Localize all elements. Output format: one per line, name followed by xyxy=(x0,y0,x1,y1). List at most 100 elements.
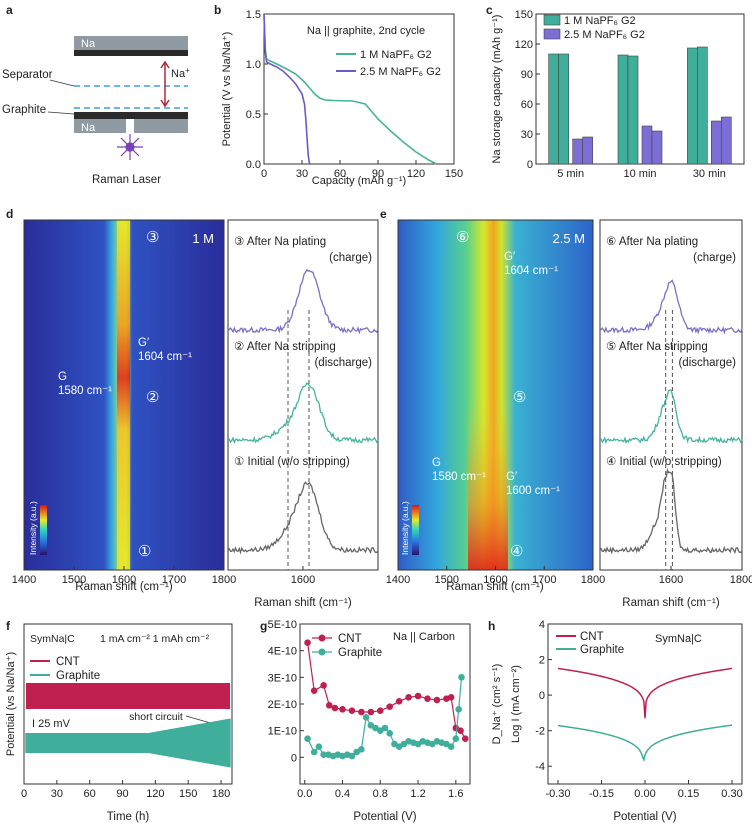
plot-h-series-1 xyxy=(557,667,733,719)
heatmap-d-xtick-label: 1400 xyxy=(12,574,36,586)
colorbar-d xyxy=(40,505,47,555)
plot-g-point xyxy=(310,748,318,756)
separator-leader xyxy=(49,79,75,87)
plot-g-point xyxy=(348,707,356,714)
plot-f-event: short circuit xyxy=(129,711,183,723)
plot-h-ytick-label: 2 xyxy=(539,655,545,667)
plot-f-series-cnt xyxy=(26,683,230,709)
spectra-e-spectrum-label: ⑥ After Na plating xyxy=(606,236,698,248)
heatmap-e-xtick-label: 1600 xyxy=(483,574,507,586)
plot-g-point xyxy=(348,752,356,760)
spectra-d-spectrum-2 xyxy=(227,382,379,445)
plot-c-bar xyxy=(627,55,639,165)
plot-c-bar xyxy=(641,125,653,165)
plot-b-legend-label: 1 M NaPF₆ G2 xyxy=(360,49,432,61)
plot-h-xtick-label: 0.00 xyxy=(634,788,655,800)
sodium-top-label: Na xyxy=(81,38,96,50)
plot-c-legend-swatch xyxy=(543,14,561,26)
sodium-top-layer xyxy=(74,36,188,50)
plot-h-annotation: SymNa|C xyxy=(655,633,702,645)
e-gp-pos: 1600 cm⁻¹ xyxy=(506,485,560,497)
plot-f-condition: 1 mA cm⁻² 1 mAh cm⁻² xyxy=(100,633,210,645)
plot-h-xlabel: Potential (V) xyxy=(613,811,676,823)
plot-g-point xyxy=(331,704,339,712)
panel-a: a Na Na+ Separator Graphite Na Raman Las… xyxy=(2,3,190,186)
panel-label-g: g xyxy=(260,619,267,633)
plot-h-ytick-label: 4 xyxy=(539,619,545,631)
plot-c-legend-label: 2.5 M NaPF₆ G2 xyxy=(564,29,645,41)
heatmap-e-xtick-label: 1800 xyxy=(581,574,605,586)
spectra-d-spectrum-3 xyxy=(227,481,379,555)
plot-g-point xyxy=(358,708,365,716)
plot-b-xtick-label: 30 xyxy=(296,168,308,180)
heatmap-d-xtick-label: 1700 xyxy=(162,574,186,586)
plot-g-point xyxy=(424,695,431,702)
plot-f-xtick-label: 90 xyxy=(116,788,128,800)
plot-c-bar xyxy=(572,138,583,165)
plot-f-scale: I 25 mV xyxy=(32,718,71,730)
plot-g-point xyxy=(447,743,455,750)
heatmap-e-xtick-label: 1400 xyxy=(386,574,410,586)
plot-c-ytick-label: 0 xyxy=(527,159,533,171)
spectra-e-spectrum-label: ④ Initial (w/o stripping) xyxy=(606,456,722,468)
spectra-e-xtick-label: 1600 xyxy=(659,574,683,586)
plot-g-point xyxy=(320,682,327,689)
spectra-e-spectrum-3 xyxy=(599,467,743,555)
e-g-label: G xyxy=(432,457,441,469)
plot-c-category-label: 30 min xyxy=(693,168,726,180)
spectra-e-xtick-label: 1800 xyxy=(730,574,752,586)
sodium-bottom-right xyxy=(134,119,188,133)
plot-f-legend-label: CNT xyxy=(56,656,80,668)
plot-g-ytick-label: 3E-10 xyxy=(268,672,297,684)
plot-f-xtick-label: 30 xyxy=(51,788,63,800)
plot-h-xtick-label: 0.15 xyxy=(678,788,699,800)
panel-label-c: c xyxy=(486,3,493,17)
spectra-d-frame xyxy=(227,219,379,571)
plot-c-legend-swatch xyxy=(543,28,561,40)
panel-label-e: e xyxy=(380,207,387,221)
plot-g-ytick-label: 1E-10 xyxy=(268,726,297,738)
plot-c-ytick-label: 60 xyxy=(521,99,533,111)
plot-b-ytick-label: 1.5 xyxy=(246,9,261,21)
spectra-e-spectrum-sub: (discharge) xyxy=(678,357,736,369)
plot-f-xtick-label: 120 xyxy=(146,788,164,800)
plot-g-point xyxy=(455,706,462,713)
plot-c-ytick-label: 150 xyxy=(515,9,533,21)
spectra-e-spectrum-2 xyxy=(599,389,743,445)
colorbar-e-label: Intensity (a.u.) xyxy=(400,501,410,555)
e-g-pos: 1580 cm⁻¹ xyxy=(432,471,486,483)
plot-b-title: Na || graphite, 2nd cycle xyxy=(307,25,425,37)
plot-f-xtick-label: 150 xyxy=(179,788,197,800)
plot-g-xtick-label: 0.8 xyxy=(373,788,388,800)
heatmap-e-label: 2.5 M xyxy=(552,231,585,246)
d-marker-1: ① xyxy=(138,543,151,560)
plot-h-ylabel: Log I (mA cm⁻²) xyxy=(510,665,522,743)
plot-b-series-2 xyxy=(263,13,311,165)
plot-g-point xyxy=(458,674,465,681)
panel-f: f Potential (vs Na/Na⁺) SymNa|C 1 mA cm⁻… xyxy=(5,619,233,823)
plot-g-point xyxy=(362,714,370,721)
plot-g-series-line xyxy=(307,642,466,740)
spectra-d-xtick-label: 1600 xyxy=(291,574,315,586)
heatmap-d-label: 1 M xyxy=(192,231,214,246)
panel-c: c Na storage capacity (mAh g⁻¹) 0 30 60 90 1… xyxy=(486,3,745,180)
plot-g-xtick-label: 0.0 xyxy=(297,788,312,800)
plot-g-point xyxy=(310,687,318,694)
d-g-pos: 1580 cm⁻¹ xyxy=(58,385,112,397)
plot-c-ylabel: Na storage capacity (mAh g⁻¹) xyxy=(491,15,503,164)
panel-e-spectra: 1600 1800 ⑥ After Na plating (charge) ⑤ Afte… xyxy=(599,219,752,609)
plot-g-point xyxy=(457,727,464,734)
plot-g-point xyxy=(452,735,460,742)
plot-g-legend-marker xyxy=(318,648,326,656)
plot-g-point xyxy=(325,702,333,709)
heatmap-e-xlabel: Raman shift (cm⁻¹) xyxy=(446,581,544,593)
plot-f-xtick-label: 60 xyxy=(84,788,96,800)
plot-g-point xyxy=(339,706,346,713)
plot-g-point xyxy=(461,735,469,742)
plot-h-legend-label: CNT xyxy=(580,631,604,643)
spectra-e-xlabel: Raman shift (cm⁻¹) xyxy=(622,597,720,609)
plot-g-point xyxy=(320,751,327,758)
plot-g-point xyxy=(386,703,394,710)
plot-c-bar xyxy=(617,54,629,165)
plot-b-frame xyxy=(263,13,455,165)
